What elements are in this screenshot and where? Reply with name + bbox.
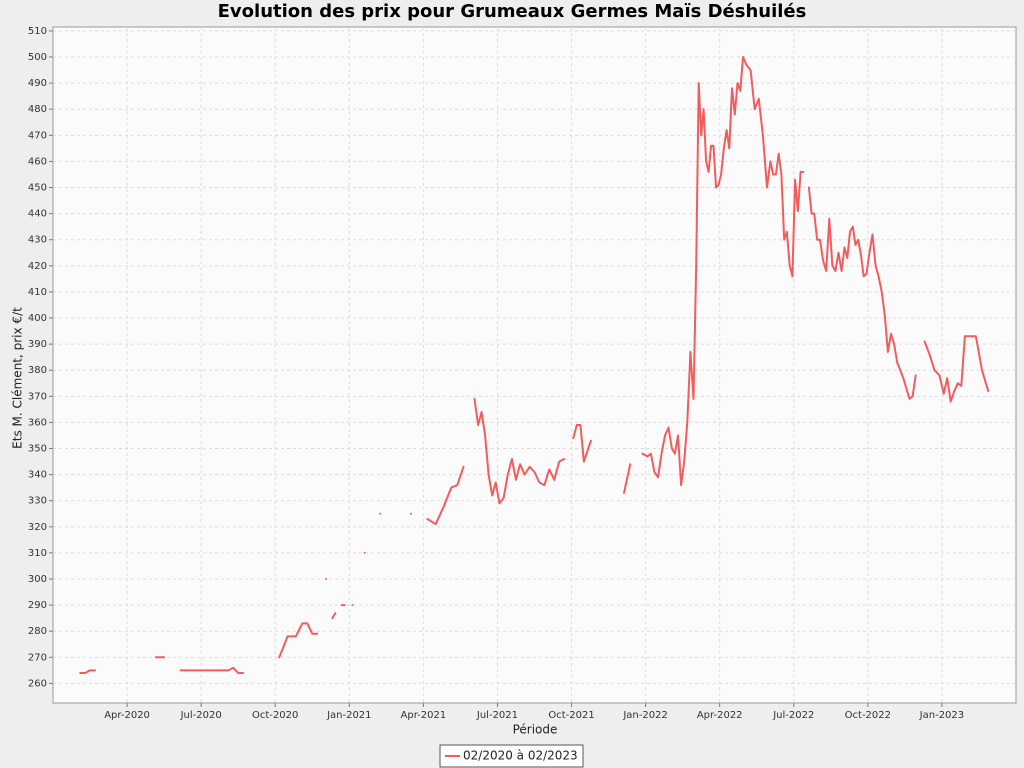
y-tick-label: 450: [28, 183, 47, 194]
x-tick-label: Apr-2022: [697, 710, 743, 721]
x-tick-label: Jan-2023: [919, 710, 964, 721]
chart-title: Evolution des prix pour Grumeaux Germes …: [218, 1, 807, 22]
x-tick-label: Oct-2021: [548, 710, 594, 721]
y-tick-label: 510: [28, 26, 47, 37]
y-axis-label: Ets M. Clément, prix €/t: [11, 307, 25, 449]
y-tick-label: 300: [28, 574, 47, 585]
x-tick-label: Jan-2022: [622, 710, 667, 721]
x-axis-label: Période: [513, 723, 558, 737]
x-tick-label: Oct-2020: [252, 710, 298, 721]
y-tick-label: 380: [28, 365, 47, 376]
y-tick-label: 440: [28, 209, 47, 220]
legend-box: [439, 744, 584, 768]
y-tick-label: 330: [28, 496, 47, 507]
y-tick-label: 420: [28, 261, 47, 272]
y-tick-label: 460: [28, 156, 47, 167]
y-tick-label: 480: [28, 104, 47, 115]
y-tick-label: 280: [28, 626, 47, 637]
legend-label: 02/2020 à 02/2023: [463, 749, 578, 763]
y-tick-label: 260: [28, 678, 47, 689]
x-tick-label: Jul-2020: [180, 710, 222, 721]
y-tick-label: 410: [28, 287, 47, 298]
y-tick-label: 270: [28, 652, 47, 663]
y-tick-label: 370: [28, 391, 47, 402]
x-tick-label: Oct-2022: [845, 710, 891, 721]
line: [79, 56, 990, 674]
y-tick-label: 470: [28, 130, 47, 141]
plot-area: [52, 26, 1017, 704]
y-tick-label: 350: [28, 444, 47, 455]
y-tick-label: 500: [28, 52, 47, 63]
x-tick-label: Apr-2021: [401, 710, 447, 721]
x-tick-label: Jan-2021: [326, 710, 371, 721]
y-tick-label: 310: [28, 548, 47, 559]
x-tick-label: Jul-2021: [476, 710, 518, 721]
y-tick-label: 290: [28, 600, 47, 611]
y-tick-label: 430: [28, 235, 47, 246]
y-tick-label: 340: [28, 470, 47, 481]
y-tick-label: 490: [28, 78, 47, 89]
y-tick-label: 400: [28, 313, 47, 324]
y-tick-label: 390: [28, 339, 47, 350]
x-tick-label: Apr-2020: [104, 710, 150, 721]
x-tick-label: Jul-2022: [772, 710, 814, 721]
y-tick-label: 360: [28, 417, 47, 428]
y-tick-label: 320: [28, 522, 47, 533]
